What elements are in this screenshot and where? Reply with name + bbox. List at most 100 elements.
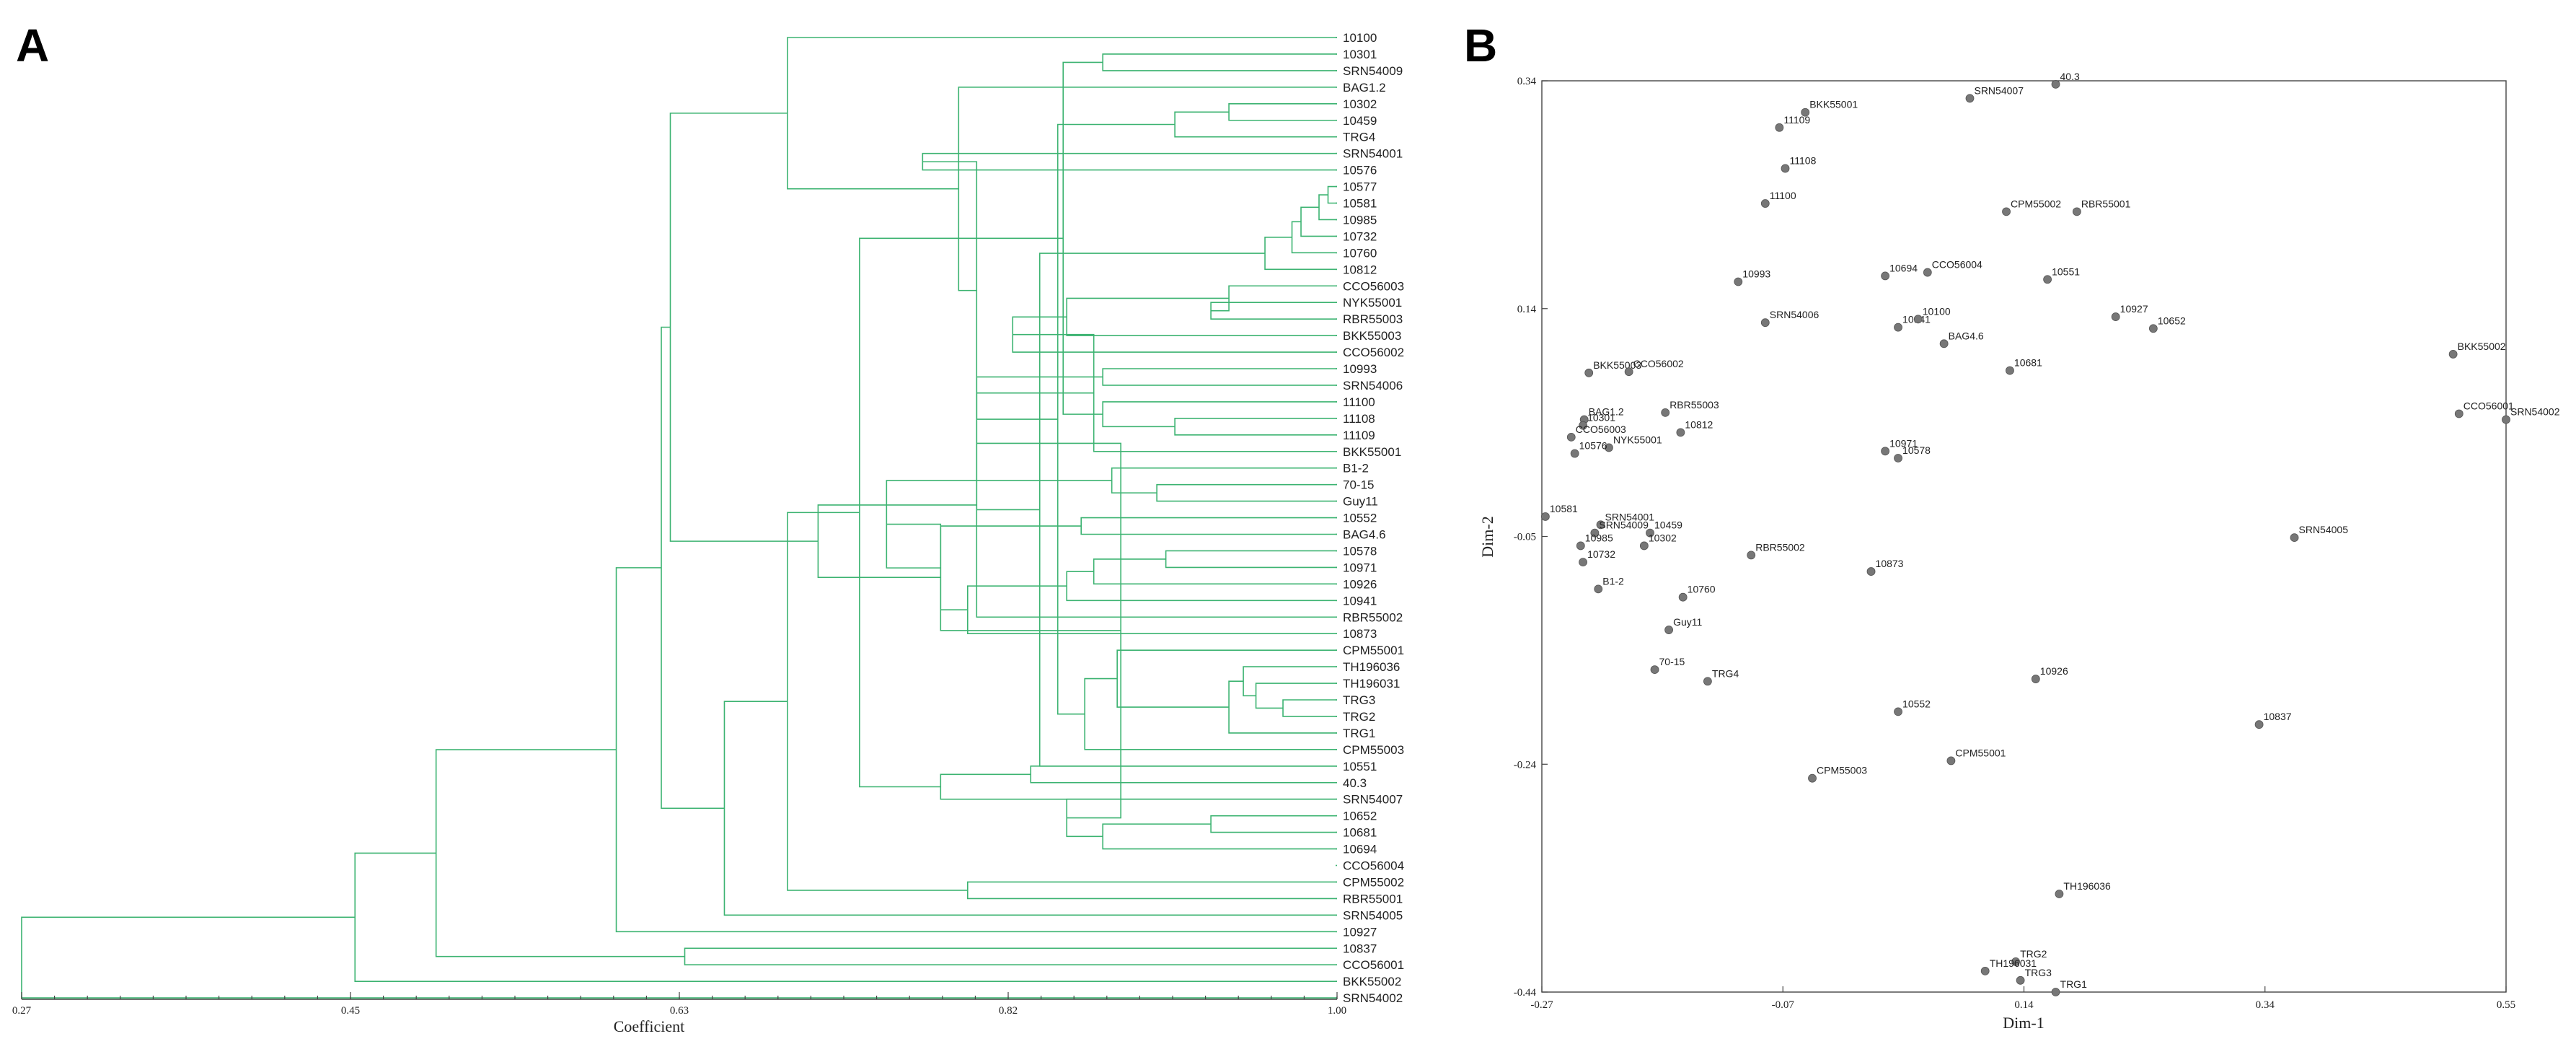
dendrogram-branch <box>1156 483 1337 502</box>
dendrogram-branch <box>1300 206 1337 237</box>
leaf-label: CCO56002 <box>1343 346 1404 359</box>
scatter-point <box>2448 349 2458 359</box>
scatter-point-label: 10732 <box>1587 548 1615 560</box>
leaf-label: 11100 <box>1343 395 1375 409</box>
scatter-point <box>1579 558 1587 567</box>
dendrogram-branch <box>1210 302 1337 320</box>
scatter-point <box>1801 108 1810 117</box>
scatter-point-label: 11108 <box>1790 154 1817 166</box>
scatter-point <box>1596 520 1605 530</box>
dendrogram-branch <box>1255 683 1337 709</box>
scatter-x-axis-title: Dim-1 <box>2003 1014 2044 1032</box>
scatter-point <box>1939 339 1949 348</box>
scatter-point <box>1946 756 1956 766</box>
leaf-label: 10581 <box>1343 197 1377 211</box>
leaf-label: B1-2 <box>1343 462 1369 475</box>
scatter-point <box>2072 207 2081 216</box>
dendrogram-branch <box>661 326 725 810</box>
scatter-point <box>1734 277 1743 286</box>
scatter-y-tick-label: 0.34 <box>1517 76 1537 87</box>
scatter-x-tick-label: 0.55 <box>2497 999 2515 1011</box>
scatter-y-tick-label: -0.24 <box>1514 759 1537 771</box>
leaf-label: SRN54006 <box>1343 379 1403 392</box>
leaf-label: SRN54007 <box>1343 793 1403 807</box>
scatter-points: 40.3 SRN54007 BKK55001 11109 11108 11100 CPM55… <box>1540 71 2560 996</box>
scatter-point <box>1579 421 1587 430</box>
scatter-point <box>1605 443 1613 452</box>
leaf-label: 10732 <box>1343 229 1377 243</box>
scatter-x-tick-label: -0.27 <box>1530 999 1553 1011</box>
leaf-label: 10301 <box>1343 48 1377 61</box>
leaf-label: 10302 <box>1343 97 1377 111</box>
leaf-label: Guy11 <box>1343 495 1378 509</box>
scatter-point <box>2002 207 2011 216</box>
dendrogram-branch <box>1062 61 1103 415</box>
scatter-point-label: RBR55003 <box>1669 399 1719 411</box>
scatter-point <box>1923 268 1932 277</box>
x-tick-label: 0.63 <box>670 1005 689 1017</box>
scatter-plot-frame <box>1541 80 2507 993</box>
scatter-point <box>2031 675 2040 683</box>
dendrogram-branch <box>922 161 1058 420</box>
dendrogram-branch <box>1030 766 1337 784</box>
leaf-label: 10652 <box>1343 810 1377 823</box>
scatter-point-label: 10694 <box>1889 262 1918 273</box>
scatter-point <box>2454 409 2463 418</box>
scatter-point <box>2254 720 2264 729</box>
scatter-point <box>1760 199 1770 208</box>
dendrogram-branch <box>1066 297 1337 336</box>
scatter-point <box>1594 584 1603 594</box>
dendrogram-branch <box>976 376 1103 511</box>
scatter-y-tick-label: 0.14 <box>1517 304 1537 315</box>
leaf-label: BAG1.2 <box>1343 81 1386 95</box>
scatter-point-label: 10578 <box>1902 444 1931 456</box>
scatter-point-label: 40.3 <box>2060 71 2080 82</box>
leaf-label: TRG3 <box>1343 693 1375 707</box>
x-tick-label: 1.00 <box>1328 1005 1346 1017</box>
scatter-point-label: TRG3 <box>2025 967 2052 978</box>
scatter-point-label: Guy11 <box>1673 616 1702 628</box>
dendrogram-branch <box>1165 550 1337 569</box>
scatter-point-label: 10459 <box>1654 519 1682 531</box>
dendrogram-branch <box>435 749 685 957</box>
scatter-point-label: 10985 <box>1585 532 1613 543</box>
panel-a-label: A <box>16 19 49 71</box>
leaf-label: TRG2 <box>1343 710 1375 724</box>
x-tick-label: 0.82 <box>999 1005 1018 1017</box>
scatter-point-label: BAG4.6 <box>1949 330 1984 341</box>
scatter-point-label: SRN54007 <box>1974 84 2024 96</box>
leaf-label: TRG1 <box>1343 727 1375 740</box>
scatter-point-label: 10652 <box>2158 315 2186 326</box>
scatter-point-label: BAG1.2 <box>1589 406 1624 418</box>
scatter-point <box>1894 323 1902 332</box>
scatter-point <box>1566 432 1576 442</box>
scatter-point <box>2502 415 2510 424</box>
scatter-point-label: CCO56004 <box>1932 259 1982 271</box>
scatter-point <box>1590 528 1600 538</box>
leaf-label: 10577 <box>1343 180 1377 194</box>
dendrogram-branch <box>684 947 1337 965</box>
dendrogram-branch <box>1102 401 1337 428</box>
leaf-label: BKK55002 <box>1343 975 1401 988</box>
scatter-point <box>2011 957 2020 966</box>
scatter-point <box>2006 366 2014 375</box>
leaf-label: SRN54009 <box>1343 64 1403 78</box>
scatter-point-label: RBR55001 <box>2081 198 2131 209</box>
mds-scatter-panel: -0.27 -0.07 0.14 0.34 0.55 0.34 0.14 -0.05 -0.24… <box>1478 71 2560 1032</box>
scatter-x-tick-label: -0.07 <box>1772 999 1795 1011</box>
scatter-point <box>2051 79 2060 89</box>
scatter-point-label: CPM55002 <box>2011 198 2061 209</box>
leaf-label: 10993 <box>1343 362 1377 376</box>
scatter-x-tick-label: 0.34 <box>2256 999 2275 1011</box>
dendrogram-branch <box>1228 103 1337 121</box>
leaf-label: 10837 <box>1343 942 1377 955</box>
dendrogram-branch <box>859 237 1064 788</box>
leaf-label: 10812 <box>1343 263 1377 276</box>
dendrogram-branch <box>940 525 1082 611</box>
scatter-point-label: 10926 <box>2040 665 2068 677</box>
scatter-point <box>1980 966 1990 975</box>
scatter-point <box>1584 368 1594 377</box>
scatter-point <box>1965 94 1975 103</box>
leaf-label: BKK55003 <box>1343 329 1401 343</box>
leaf-label: 10578 <box>1343 544 1377 558</box>
